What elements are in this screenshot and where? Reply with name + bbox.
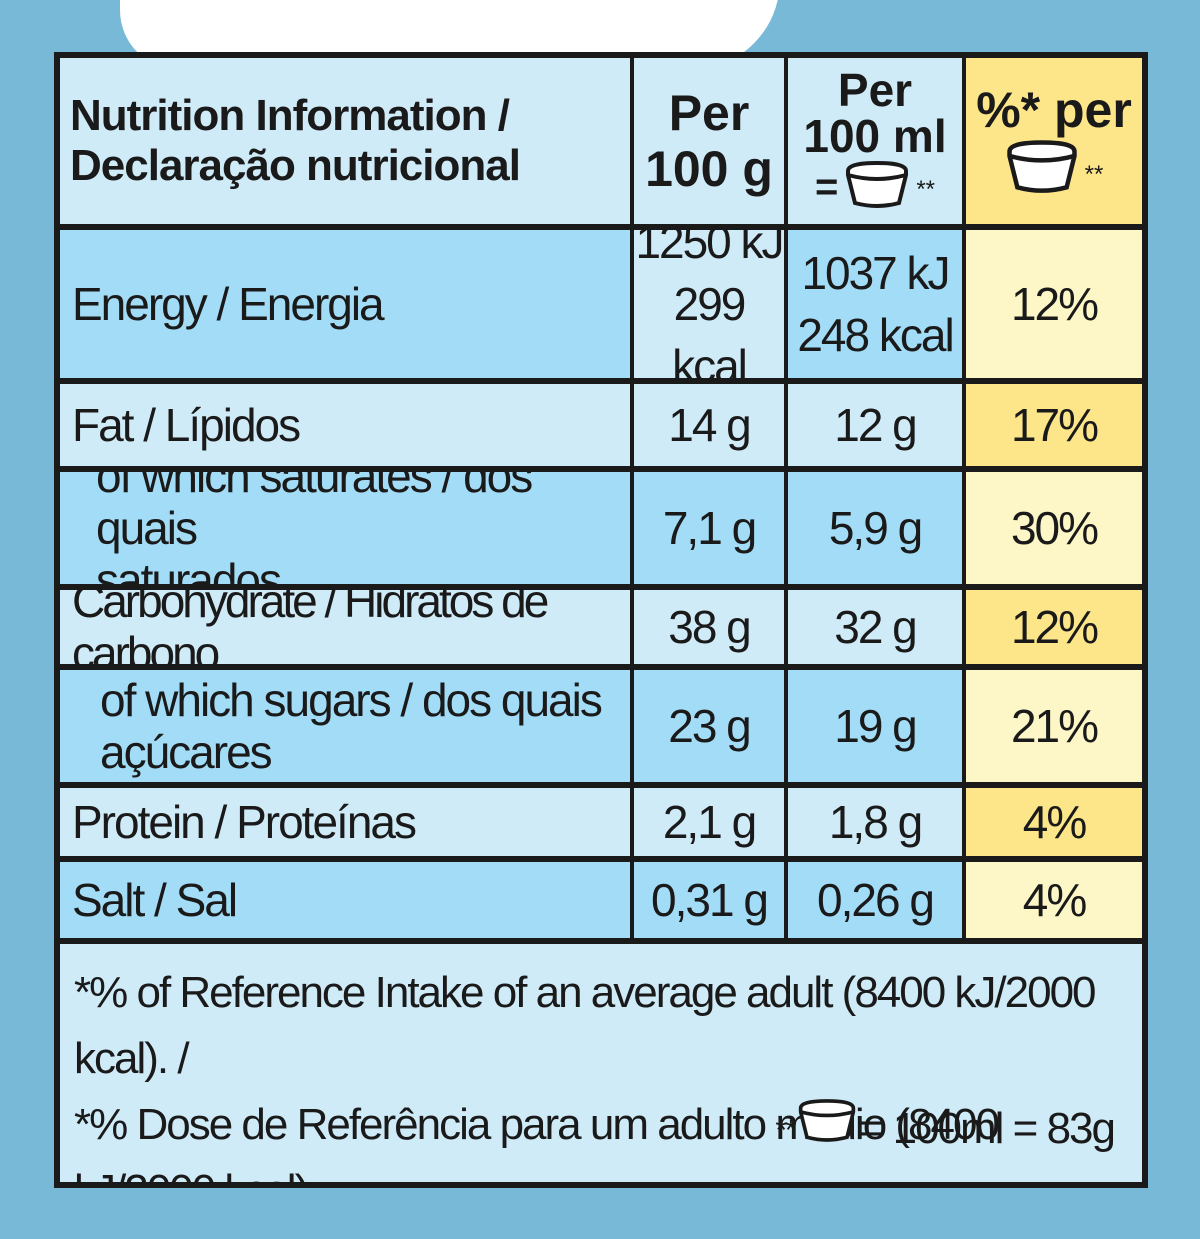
row-energy-per100g: 1250 kJ 299 kcal <box>634 230 784 378</box>
row-fat-label: Fat / Lípidos <box>60 384 630 466</box>
ice-cream-tub-icon <box>797 1096 857 1162</box>
table-title: Nutrition Information / Declaração nutri… <box>70 91 521 190</box>
row-carbohydrate-per100ml: 32 g <box>788 590 962 664</box>
footer-note-english: *% of Reference Intake of an average adu… <box>74 968 1097 1083</box>
header-title-cell: Nutrition Information / Declaração nutri… <box>60 58 630 224</box>
row-saturates-ri: 30% <box>966 472 1142 584</box>
header-per-100g: Per 100 g <box>634 58 784 224</box>
header-ri-per-portion: %* per ** <box>966 58 1142 224</box>
row-sugars-ri: 21% <box>966 670 1142 782</box>
row-sugars-label: of which sugars / dos quais açúcares <box>60 670 630 782</box>
row-salt-per100g: 0,31 g <box>634 862 784 938</box>
footer-notes: *% of Reference Intake of an average adu… <box>60 944 1142 1182</box>
row-energy-ri: 12% <box>966 230 1142 378</box>
row-fat-per100ml: 12 g <box>788 384 962 466</box>
row-protein-label: Protein / Proteínas <box>60 788 630 856</box>
header-per-100ml: Per 100 ml = ** <box>788 58 962 224</box>
row-fat-ri: 17% <box>966 384 1142 466</box>
row-saturates-label: of which saturates / dos quais saturados <box>60 472 630 584</box>
row-protein-per100ml: 1,8 g <box>788 788 962 856</box>
row-salt-per100ml: 0,26 g <box>788 862 962 938</box>
row-saturates-per100ml: 5,9 g <box>788 472 962 584</box>
row-salt-ri: 4% <box>966 862 1142 938</box>
ice-cream-tub-icon <box>844 159 910 216</box>
row-sugars-per100ml: 19 g <box>788 670 962 782</box>
row-protein-ri: 4% <box>966 788 1142 856</box>
row-carbohydrate-ri: 12% <box>966 590 1142 664</box>
row-saturates-per100g: 7,1 g <box>634 472 784 584</box>
row-protein-per100g: 2,1 g <box>634 788 784 856</box>
row-carbohydrate-label: Carbohydrate / Hidratos de carbono <box>60 590 630 664</box>
row-salt-label: Salt / Sal <box>60 862 630 938</box>
row-sugars-per100g: 23 g <box>634 670 784 782</box>
ice-cream-tub-icon <box>1005 138 1079 201</box>
portion-size-note: ** = 100ml = 83g <box>775 1094 1116 1164</box>
row-carbohydrate-per100g: 38 g <box>634 590 784 664</box>
row-energy-label: Energy / Energia <box>60 230 630 378</box>
nutrition-table: Nutrition Information / Declaração nutri… <box>54 52 1148 1188</box>
row-energy-per100ml: 1037 kJ 248 kcal <box>788 230 962 378</box>
row-fat-per100g: 14 g <box>634 384 784 466</box>
